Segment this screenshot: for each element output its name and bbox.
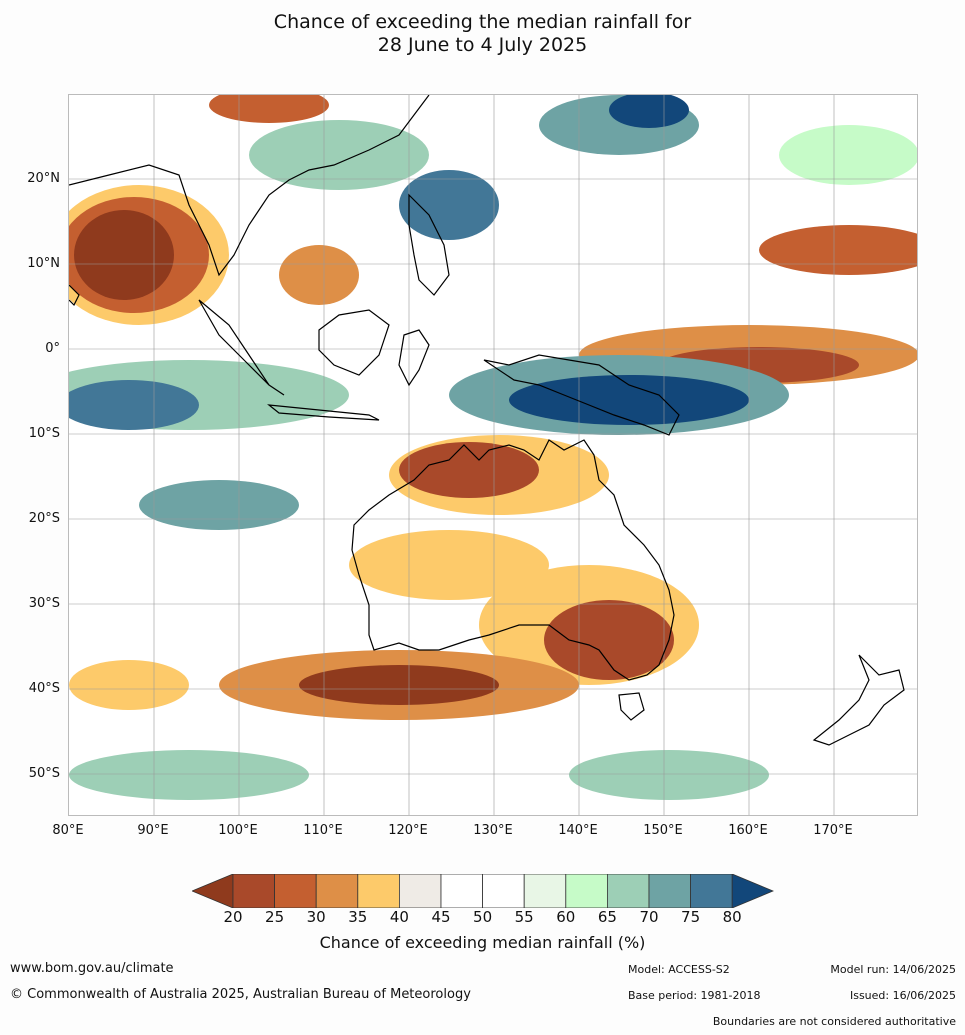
colorbar-tick-70: 70 xyxy=(639,908,659,926)
graticule xyxy=(69,95,917,815)
website-link[interactable]: www.bom.gov.au/climate xyxy=(10,961,174,976)
lon-label-160e: 160°E xyxy=(728,823,768,838)
colorbar-high-arrow xyxy=(731,874,774,908)
north-australia-dry xyxy=(399,442,539,498)
colorbar-bin-55-60 xyxy=(523,874,567,908)
colorbar-bin-35-40 xyxy=(357,874,400,908)
lon-label-90e: 90°E xyxy=(137,823,169,838)
borneo-coastline xyxy=(318,309,390,376)
north-pacific-dry xyxy=(759,225,917,275)
lon-label-110e: 110°E xyxy=(303,823,343,838)
colorbar-tick-25: 25 xyxy=(265,908,285,926)
indian-ocean-wet xyxy=(69,380,199,430)
far-south-wet xyxy=(69,750,309,800)
colorbar-title: Chance of exceeding median rainfall (%) xyxy=(319,933,646,952)
colorbar-tick-20: 20 xyxy=(223,908,243,926)
colorbar-bin-60-65 xyxy=(565,874,608,908)
northeast-wet xyxy=(779,125,917,185)
lon-label-100e: 100°E xyxy=(218,823,258,838)
lon-label-120e: 120°E xyxy=(388,823,428,838)
colorbar-bin-75-80 xyxy=(690,874,733,908)
colorbar-tick-45: 45 xyxy=(431,908,451,926)
new-guinea-wet xyxy=(509,375,749,425)
sulawesi-coastline xyxy=(398,329,430,387)
southern-ocean-dry-core xyxy=(299,665,499,705)
lon-label-170e: 170°E xyxy=(813,823,853,838)
colorbar-low-arrow xyxy=(192,874,234,908)
colorbar-tick-50: 50 xyxy=(473,908,493,926)
southeast-australia-dry xyxy=(544,600,674,680)
dry-regions xyxy=(69,95,917,720)
lat-label-20n: 20°N xyxy=(27,171,60,186)
coastlines xyxy=(69,95,905,746)
colorbar-tick-55: 55 xyxy=(514,908,534,926)
map-title-line2: 28 June to 4 July 2025 xyxy=(377,34,588,56)
base-period-text: Base period: 1981-2018 xyxy=(628,989,761,1002)
new-zealand-coastline xyxy=(812,654,905,746)
south-china-sea-wet xyxy=(249,120,429,190)
colorbar-bin-25-30 xyxy=(274,874,317,908)
lat-label-20s: 20°S xyxy=(28,511,60,526)
rainfall-map xyxy=(68,94,918,816)
model-text: Model: ACCESS-S2 xyxy=(628,963,730,976)
copyright-text: © Commonwealth of Australia 2025, Austra… xyxy=(10,987,471,1002)
lat-label-10n: 10°N xyxy=(27,256,60,271)
vietnam-dry xyxy=(279,245,359,305)
far-south-east-wet xyxy=(569,750,769,800)
new-guinea-coastline xyxy=(483,354,680,436)
map-title-line1: Chance of exceeding the median rainfall … xyxy=(273,11,692,33)
lon-label-130e: 130°E xyxy=(473,823,513,838)
lon-label-150e: 150°E xyxy=(643,823,683,838)
lon-label-140e: 140°E xyxy=(558,823,598,838)
lat-label-40s: 40°S xyxy=(28,681,60,696)
asia-coastline xyxy=(69,95,430,277)
colorbar-bin-20-25 xyxy=(232,874,275,908)
disclaimer-text: Boundaries are not considered authoritat… xyxy=(712,1015,956,1028)
lat-label-0: 0° xyxy=(45,341,60,356)
bay-of-bengal-dry-core xyxy=(74,210,174,300)
colorbar-bin-40-45 xyxy=(398,874,442,908)
australia-coastline xyxy=(351,439,675,681)
north-pacific-wet-core xyxy=(609,95,689,128)
lat-label-10s: 10°S xyxy=(28,426,60,441)
colorbar-tick-65: 65 xyxy=(597,908,617,926)
model-run-text: Model run: 14/06/2025 xyxy=(830,963,956,976)
java-coastline xyxy=(267,404,380,421)
southwest-dry xyxy=(69,660,189,710)
tasmania-coastline xyxy=(618,692,645,721)
issued-text: Issued: 16/06/2025 xyxy=(849,989,956,1002)
lat-label-30s: 30°S xyxy=(28,596,60,611)
colorbar-tick-40: 40 xyxy=(389,908,409,926)
central-australia-dry xyxy=(349,530,549,600)
sumatra-coastline xyxy=(198,299,285,396)
lon-label-80e: 80°E xyxy=(52,823,84,838)
lat-label-50s: 50°S xyxy=(28,766,60,781)
colorbar-tick-30: 30 xyxy=(306,908,326,926)
philippines-wet xyxy=(399,170,499,240)
colorbar-bin-30-35 xyxy=(315,874,359,908)
colorbar-tick-75: 75 xyxy=(681,908,701,926)
colorbar xyxy=(192,874,774,908)
colorbar-tick-60: 60 xyxy=(556,908,576,926)
philippines-coastline xyxy=(408,193,450,296)
colorbar-bin-65-70 xyxy=(606,874,650,908)
colorbar-tick-80: 80 xyxy=(722,908,742,926)
sri-lanka-coastline xyxy=(69,284,80,307)
colorbar-bin-45-50 xyxy=(440,874,483,908)
map-canvas xyxy=(69,95,917,815)
colorbar-bin-70-75 xyxy=(648,874,691,908)
southern-indian-wet xyxy=(139,480,299,530)
colorbar-tick-35: 35 xyxy=(348,908,368,926)
colorbar-bin-50-55 xyxy=(482,874,525,908)
